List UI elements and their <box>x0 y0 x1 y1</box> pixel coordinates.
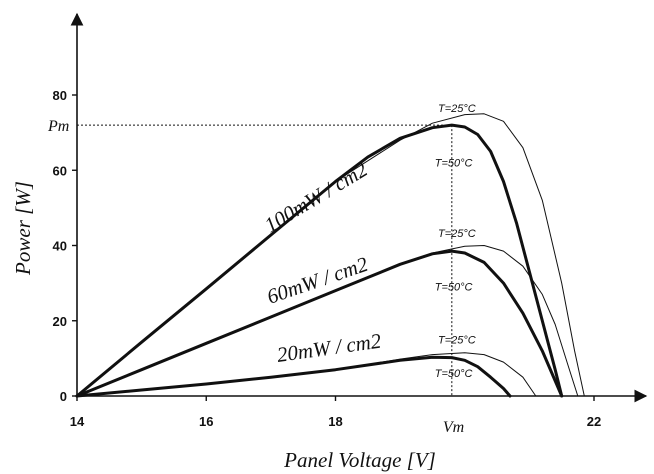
temperature-label-4: T=50°C <box>435 368 473 380</box>
x-tick-label: 14 <box>70 414 85 429</box>
temperature-label-0: T=50°C <box>435 157 473 169</box>
temperature-label-2: T=50°C <box>435 282 473 294</box>
irradiance-label-0: 100mW / cm2 <box>260 157 372 237</box>
vm-label: Vm <box>443 419 464 436</box>
y-tick-label: 80 <box>53 88 67 103</box>
temperature-label-1: T=25°C <box>438 103 476 115</box>
y-tick-label: 40 <box>53 239 67 254</box>
y-tick-label: 0 <box>60 389 67 404</box>
x-tick-label: 22 <box>587 414 601 429</box>
pm-label: Pm <box>47 118 69 135</box>
irradiance-label-4: 20mW / cm2 <box>275 329 383 367</box>
irradiance-label-2: 60mW / cm2 <box>264 252 372 309</box>
x-tick-label: 16 <box>199 414 213 429</box>
series-line-3 <box>76 245 579 397</box>
y-tick-label: 60 <box>53 163 67 178</box>
y-axis-label: Power [W] <box>11 181 35 276</box>
series-line-5 <box>76 352 537 397</box>
x-axis-label: Panel Voltage [V] <box>283 448 436 472</box>
temperature-label-3: T=25°C <box>438 228 476 240</box>
y-tick-label: 20 <box>53 314 67 329</box>
temperature-label-5: T=25°C <box>438 334 476 346</box>
x-tick-label: 18 <box>328 414 342 429</box>
series-line-1 <box>76 113 585 397</box>
